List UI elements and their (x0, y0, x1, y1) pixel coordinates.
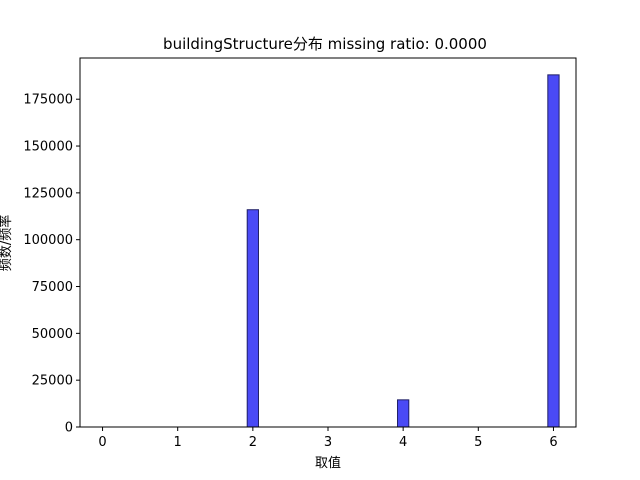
x-tick-label: 0 (98, 435, 106, 450)
bar-2 (246, 209, 259, 428)
plot-frame (79, 57, 577, 428)
y-tick-label: 50000 (32, 327, 73, 342)
bar-4 (397, 399, 410, 428)
y-tick-label: 0 (65, 421, 73, 436)
x-axis-label: 取值 (315, 455, 341, 471)
x-tick-label: 3 (324, 435, 332, 450)
y-tick-label: 125000 (23, 186, 73, 201)
y-axis-label: 频数/频率 (0, 215, 14, 271)
x-tick-label: 6 (549, 435, 557, 450)
y-tick-label: 150000 (23, 140, 73, 155)
y-tick-label: 75000 (32, 280, 73, 295)
y-tick-label: 100000 (23, 233, 73, 248)
x-axis-ticks: 0 1 2 3 4 5 6 (98, 427, 558, 450)
x-tick-label: 4 (399, 435, 407, 450)
y-axis-ticks: 0 25000 50000 75000 100000 125000 150000 175000 (23, 93, 80, 436)
x-tick-label: 1 (174, 435, 182, 450)
x-tick-label: 5 (474, 435, 482, 450)
y-tick-label: 175000 (23, 93, 73, 108)
chart-title: buildingStructure分布 missing ratio: 0.000… (163, 35, 487, 53)
bars-group (246, 74, 560, 428)
y-tick-label: 25000 (32, 374, 73, 389)
x-tick-label: 2 (249, 435, 257, 450)
bar-6 (547, 74, 560, 428)
